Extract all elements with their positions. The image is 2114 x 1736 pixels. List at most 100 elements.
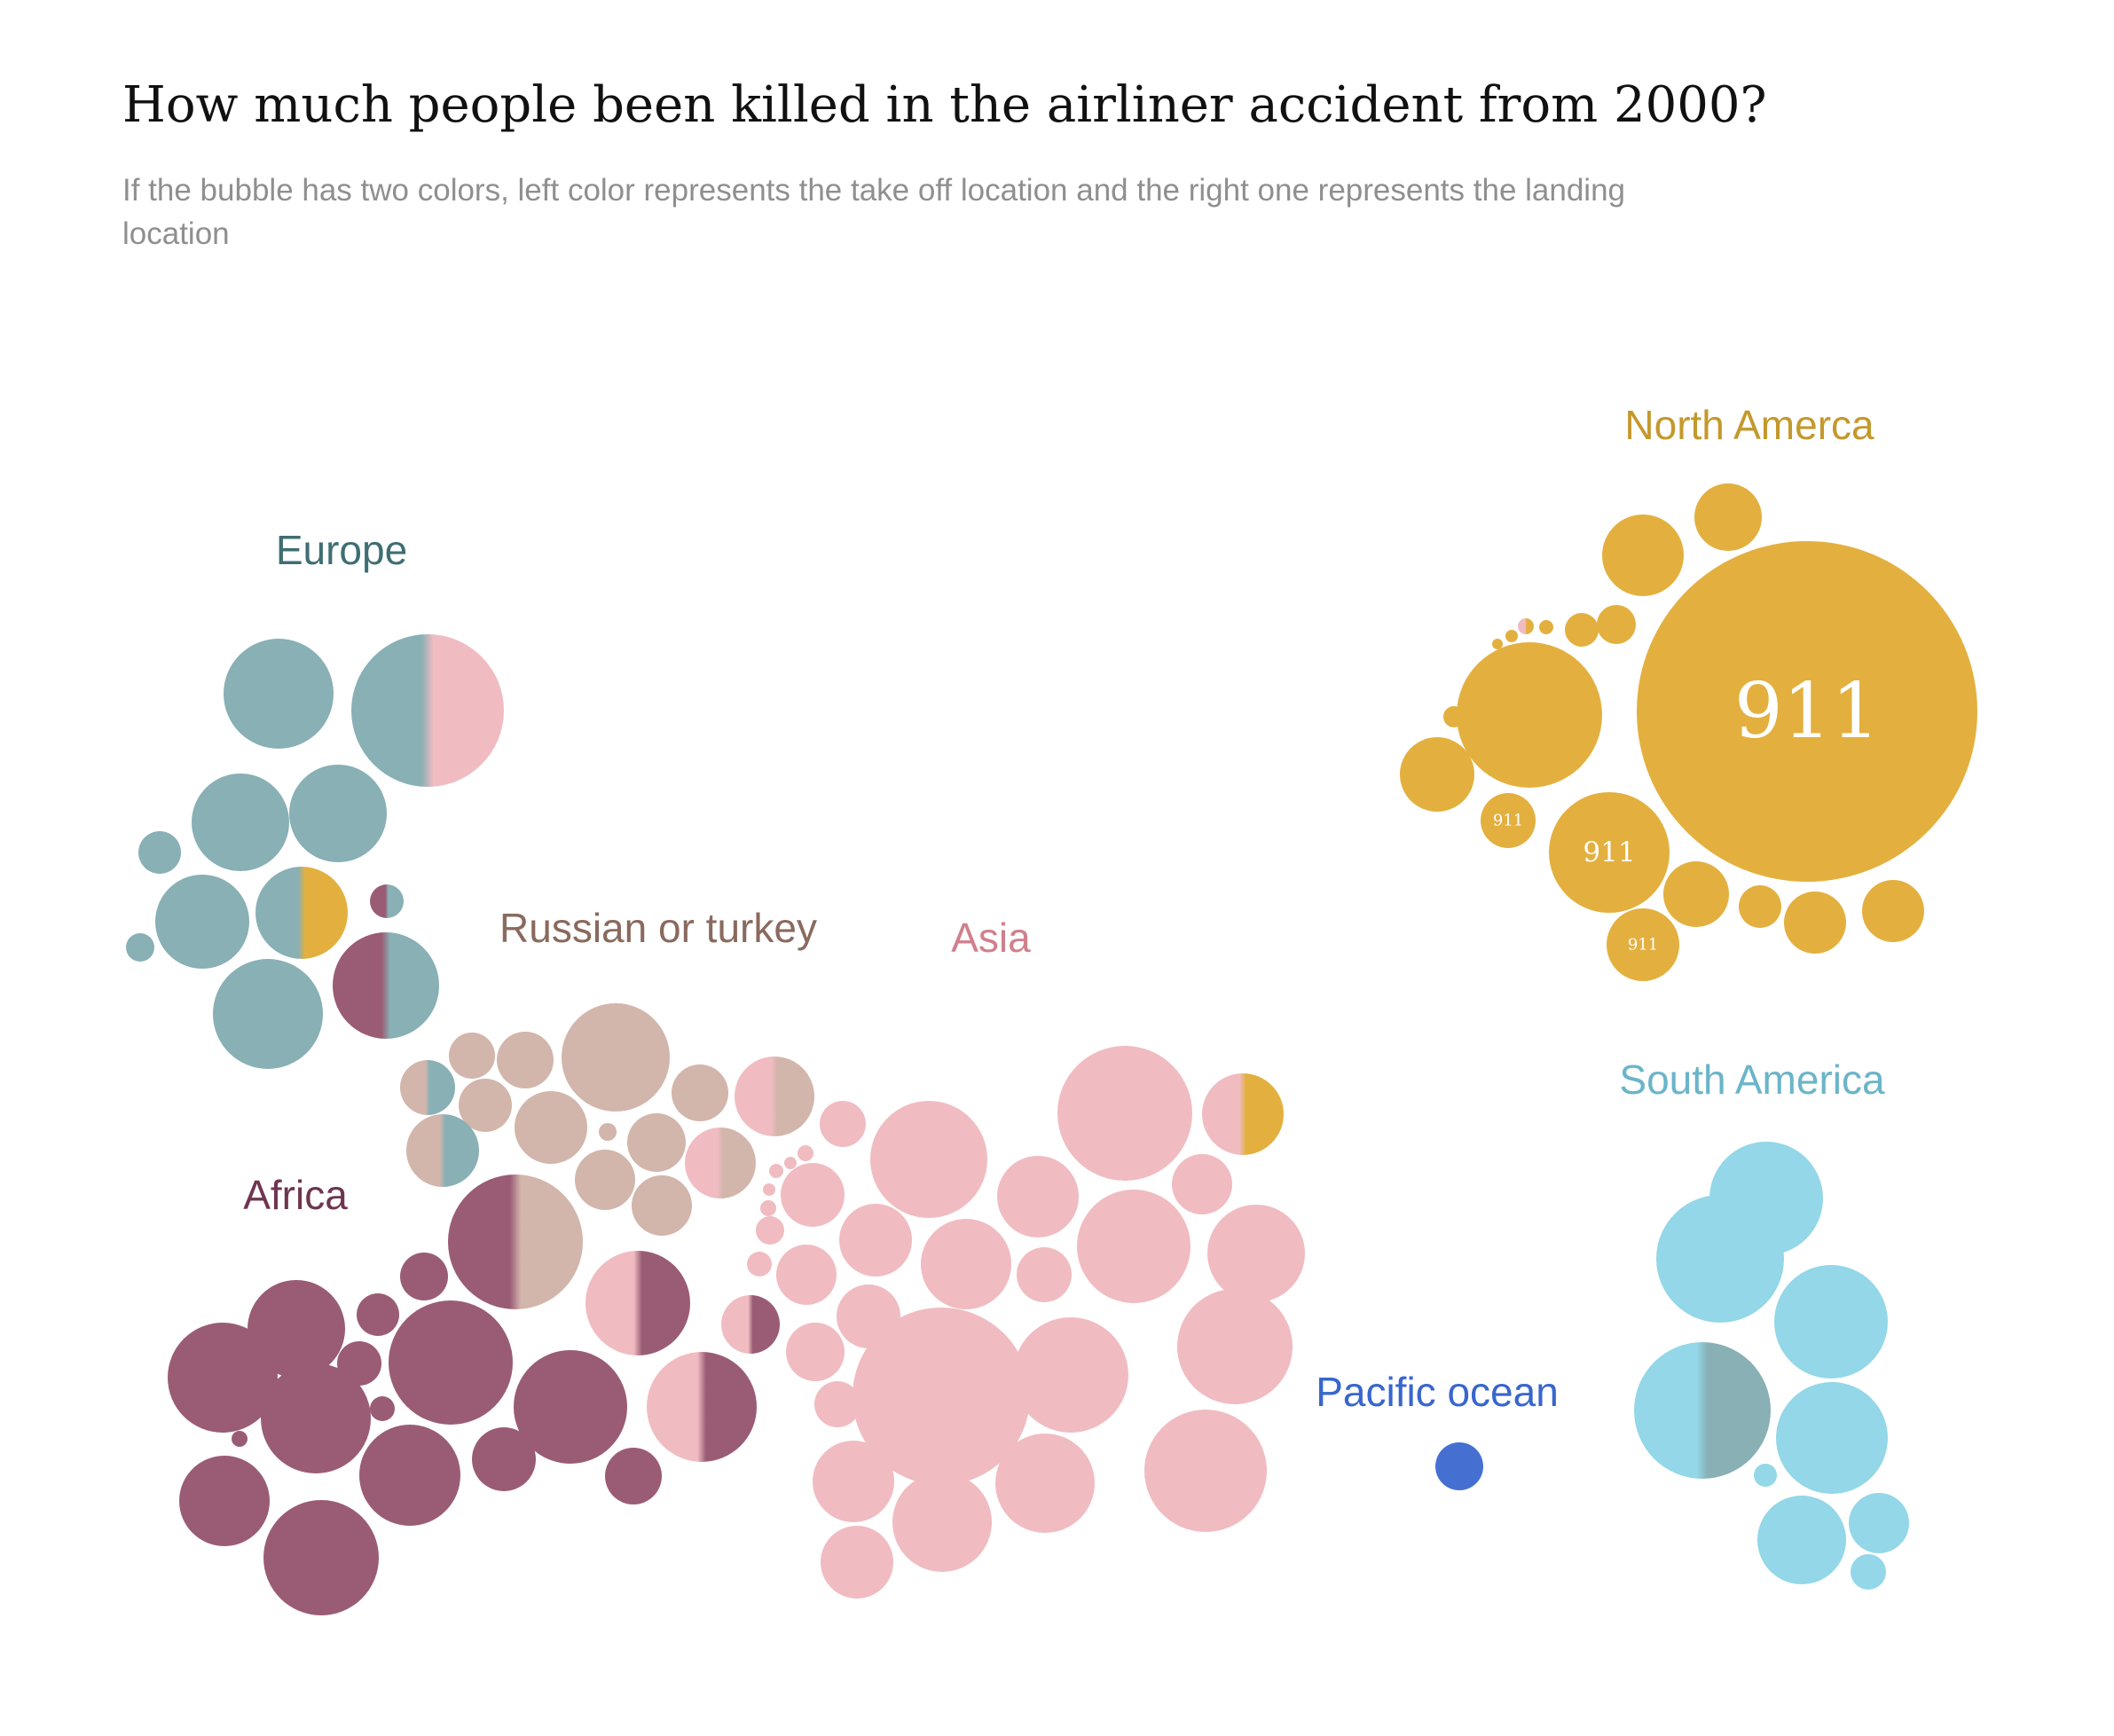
bubble-asia-to-north-amerca [1202,1073,1284,1155]
bubble-asia [1177,1289,1293,1404]
bubble-asia [769,1164,783,1178]
bubble-value-label: 911 [1628,936,1658,954]
bubble-africa [168,1323,278,1433]
bubble-asia [1077,1190,1191,1303]
bubble-africa [232,1431,248,1447]
bubble-africa [261,1363,371,1473]
bubble-asia [814,1381,861,1427]
bubble-europe [224,639,334,749]
bubble-asia-to-north-amerca [1518,618,1534,634]
bubble-north-amerca [1784,892,1846,954]
region-label-north-amerca: North Amerca [1624,402,1874,448]
bubble-asia [1013,1317,1128,1433]
bubble-asia-to-africa [721,1295,780,1354]
bubble-africa [357,1293,399,1336]
bubble-north-amerca [1481,793,1536,848]
bubble-asia [763,1183,775,1196]
bubble-asia [786,1323,845,1381]
bubble-africa [263,1500,379,1615]
bubble-north-amerca [1539,620,1553,634]
bubble-asia [821,1526,893,1599]
region-label-russian-or-turkey: Russian or turkey [499,905,817,951]
bubble-asia [747,1252,772,1276]
bubble-europe-to-asia [351,634,504,787]
bubble-russian-or-turkey [575,1150,635,1210]
bubble-africa [400,1253,448,1300]
bubble-layer [126,483,1977,1615]
region-label-south-america: South America [1619,1057,1885,1103]
bubble-north-amerca [1505,630,1518,642]
bubble-africa [514,1350,627,1464]
bubble-asia [839,1204,912,1276]
bubble-europe-to-north-amerca [255,867,348,959]
bubble-asia [820,1101,866,1147]
bubble-south-america [1776,1382,1888,1494]
bubble-asia [756,1216,784,1245]
bubble-asia [853,1308,1030,1485]
bubble-north-amerca [1597,605,1636,644]
bubble-south-america [1656,1195,1784,1323]
bubble-pacific-ocean [1435,1442,1483,1490]
bubble-north-amerca [1694,483,1762,551]
bubble-north-amerca [1607,908,1679,981]
bubble-north-amerca [1637,541,1977,882]
bubble-asia [813,1441,894,1522]
bubble-africa-to-europe [333,932,439,1039]
bubble-north-amerca [1565,613,1599,647]
bubble-africa [359,1425,460,1526]
bubble-value-label: 911 [1583,837,1635,868]
bubble-africa [472,1427,536,1491]
bubble-russian-or-turkey [627,1113,686,1172]
bubble-asia [995,1434,1095,1533]
bubble-north-amerca [1663,861,1729,927]
bubble-russian-or-turkey-to-europe [400,1060,455,1115]
page-subtitle: If the bubble has two colors, left color… [122,173,1626,251]
bubble-russian-or-turkey [672,1064,728,1121]
bubble-asia [1172,1154,1232,1214]
bubble-asia [997,1156,1079,1237]
bubble-europe [213,959,323,1069]
bubble-north-amerca [1862,880,1924,942]
bubble-asia [1144,1410,1267,1532]
bubble-asia [1207,1205,1305,1302]
region-label-pacific-ocean: Pacific ocean [1316,1369,1559,1415]
bubble-europe [138,831,181,874]
bubble-north-amerca [1602,515,1684,596]
bubble-south-america [1754,1464,1777,1487]
bubble-asia-to-russian-or-turkey [735,1057,814,1136]
bubble-africa [179,1456,270,1546]
bubble-europe [155,875,249,969]
bubble-asia [892,1473,992,1572]
bubble-africa-to-russian-or-turkey [448,1174,583,1309]
bubble-value-label: 911 [1493,812,1523,830]
bubble-africa [605,1448,662,1504]
bubble-europe [126,933,154,962]
bubble-north-amerca [1739,885,1781,928]
region-label-asia: Asia [951,915,1031,961]
bubble-value-label: 911 [1734,667,1880,756]
bubble-russian-or-turkey-to-europe [406,1114,479,1187]
bubble-north-amerca [1492,639,1503,649]
bubble-south-america [1757,1496,1846,1584]
bubble-europe [289,765,387,862]
bubble-russian-or-turkey [632,1175,692,1236]
region-label-europe: Europe [276,527,407,573]
page-title: How much people been killed in the airli… [122,76,1767,134]
bubble-europe [192,774,289,871]
bubble-russian-or-turkey [449,1033,495,1079]
bubble-asia-to-africa [647,1352,757,1462]
bubble-north-amerca [1400,737,1474,812]
bubble-south-america-to-europe [1634,1342,1771,1479]
bubble-russian-or-turkey [515,1091,587,1164]
bubble-russian-or-turkey [562,1003,670,1112]
bubble-asia [1057,1046,1192,1181]
bubble-asia [776,1245,837,1305]
region-label-africa: Africa [243,1172,348,1218]
bubble-south-america [1851,1554,1886,1590]
bubble-russian-or-turkey [459,1079,512,1132]
bubble-asia [784,1157,797,1169]
bubble-asia [781,1163,845,1227]
bubble-south-america [1849,1493,1909,1553]
bubble-south-america [1774,1265,1888,1379]
bubble-africa-to-europe [370,884,404,918]
